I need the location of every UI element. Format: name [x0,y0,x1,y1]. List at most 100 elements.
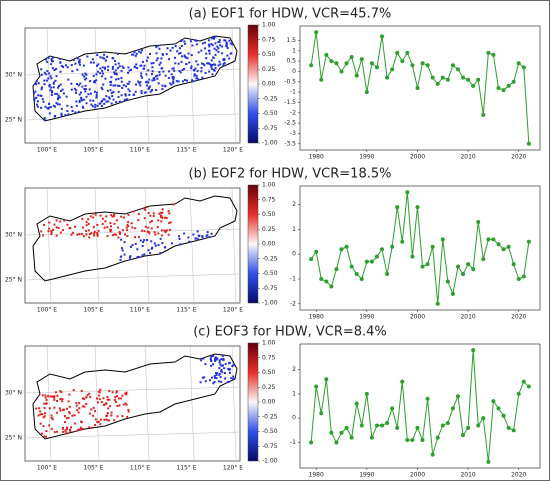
map-dot [152,214,155,217]
map-dot [92,99,95,102]
map-dot [96,232,99,235]
map-dot [220,369,223,372]
x-tick-label: 2020 [511,472,526,479]
point [511,428,516,433]
map-dot [125,85,128,88]
map-dot [44,394,47,397]
point [395,205,400,210]
map-dot [96,401,99,404]
map-dot [92,226,95,229]
point [516,277,521,281]
map-dot [220,358,223,361]
map-dot [113,72,116,75]
map-dot [121,249,124,252]
map-dot [143,230,146,233]
map-graticule [46,187,52,304]
point [369,435,374,440]
map [24,187,241,304]
map-dot [222,62,225,65]
x-tick-label: 1980 [309,472,324,479]
point [435,301,440,306]
map-dot [191,79,194,82]
map-dot [111,67,114,70]
map-dot [186,57,189,60]
map-dot [201,76,204,79]
map-dot [120,238,123,241]
map-dot [83,88,86,91]
point [430,452,435,457]
map-dot [128,90,131,93]
point [334,61,339,66]
map-dot [69,428,72,431]
map-dot [152,62,155,65]
map-dot [115,101,118,104]
map-dot [52,104,55,107]
point [309,440,314,445]
map-dot [160,229,163,232]
map-dot [160,57,163,60]
map-dot [171,76,174,79]
map-dot [224,39,227,42]
map-dot [96,234,99,237]
map-dot [134,236,137,239]
map-dot [206,62,209,65]
map-dot [200,359,203,362]
map-dot [147,249,150,252]
map-dot [219,63,222,66]
lat-label: 25° N [5,277,22,284]
map-dot [138,236,141,239]
point [344,61,349,66]
map-dot [40,106,43,109]
lon-label: 120° E [223,307,243,314]
point [329,59,334,64]
point [526,384,531,389]
point [420,61,425,66]
map-dot [221,45,224,48]
map-dot [183,67,186,70]
map-dot [127,88,130,91]
map-dot [163,229,166,232]
map-dot [157,244,160,247]
map-dot [116,405,119,408]
map-dot [42,425,45,428]
point [501,247,506,252]
map-dot [120,69,123,72]
map-dot [106,235,109,238]
lat-label: 25° N [5,435,22,442]
map-dot [80,421,83,424]
map-dot [81,105,84,108]
map-dot [177,235,180,238]
point [369,61,374,66]
map-dot [76,409,79,412]
map-dot [205,235,208,238]
map-dot [113,222,116,225]
colorbar-label: 0.00 [262,399,276,406]
map-dot [150,219,153,222]
map-dot [150,227,153,230]
map-dot [76,233,79,236]
map-dot [50,230,53,233]
map-dot [164,74,167,77]
map-dot [84,88,87,91]
point [319,411,324,416]
map-dot [210,360,213,363]
y-tick-label: -3.5 [284,140,296,147]
map-dot [179,51,182,54]
map-dot [44,396,47,399]
map-dot [81,226,84,229]
map-dot [212,68,215,71]
map-dot [127,410,130,413]
map-dot [143,217,146,220]
map-dot [158,70,161,73]
x-tick-label: 2000 [410,472,425,479]
point [440,423,445,428]
map-dot [90,232,93,235]
map-dot [223,39,226,42]
map-dot [99,72,102,75]
map-dot [120,215,123,218]
map-dot [115,391,118,394]
map-dot [104,59,107,62]
map-dot [96,104,99,107]
map-dot [149,214,152,217]
